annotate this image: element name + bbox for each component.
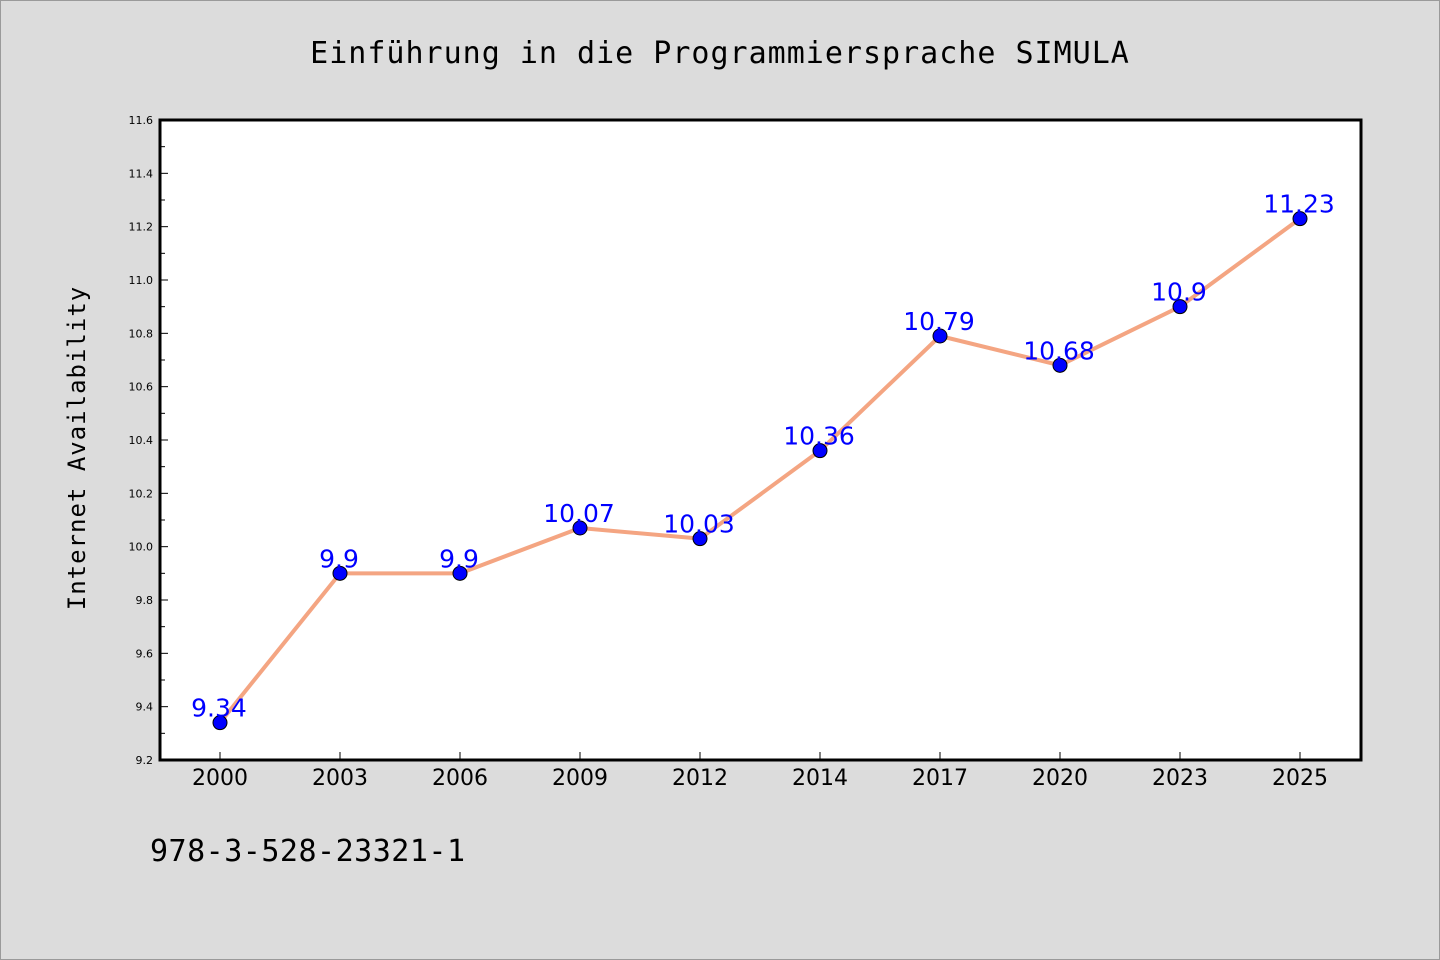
y-axis-label: Internet Availability xyxy=(63,286,91,610)
x-axis: 2000 2003 2006 2009 2012 2014 2017 2020 2023 2025 xyxy=(192,752,1328,791)
data-point xyxy=(1172,299,1188,315)
y-tick-label: 10.2 xyxy=(129,487,154,500)
y-tick-label: 11.2 xyxy=(129,221,154,234)
x-tick-label: 2025 xyxy=(1272,766,1328,791)
x-tick-label: 2023 xyxy=(1152,766,1208,791)
y-tick-label: 9.2 xyxy=(136,754,154,767)
y-tick-label: 9.6 xyxy=(136,647,154,660)
series-line xyxy=(218,217,1302,724)
data-label: 10.07 xyxy=(543,499,615,528)
y-tick-label: 9.8 xyxy=(136,594,154,607)
data-label: 9.9 xyxy=(439,544,479,573)
chart-title: Einführung in die Programmiersprache SIM… xyxy=(310,36,1130,71)
plot-area xyxy=(158,118,1363,762)
y-tick-label: 11.4 xyxy=(129,167,154,180)
data-label: 11.23 xyxy=(1263,190,1335,219)
data-point xyxy=(212,715,228,731)
data-label: 10.03 xyxy=(663,510,735,539)
y-tick-label: 9.4 xyxy=(136,701,154,714)
series-line-group: 9.34 9.9 9.9 10.07 10.03 10.36 10.79 10.68 10.9 1… xyxy=(191,190,1335,731)
data-point xyxy=(1052,357,1068,373)
data-label: 10.36 xyxy=(783,422,855,451)
x-tick-label: 2012 xyxy=(672,766,728,791)
data-point xyxy=(452,565,468,581)
x-tick-label: 2003 xyxy=(312,766,368,791)
y-tick-label: 10.4 xyxy=(129,434,154,447)
x-tick-label: 2009 xyxy=(552,766,608,791)
data-label: 9.9 xyxy=(319,544,359,573)
y-tick-label: 11.6 xyxy=(129,114,154,127)
data-point xyxy=(812,443,828,459)
x-tick-label: 2000 xyxy=(192,766,248,791)
data-label: 9.34 xyxy=(191,694,247,723)
isbn-text: 978-3-528-23321-1 xyxy=(150,834,466,869)
data-point xyxy=(932,328,948,344)
x-tick-label: 2006 xyxy=(432,766,488,791)
x-tick-label: 2017 xyxy=(912,766,968,791)
y-tick-label: 11.0 xyxy=(129,274,154,287)
data-point xyxy=(332,565,348,581)
data-point xyxy=(692,531,708,547)
data-point xyxy=(572,520,588,536)
y-axis: 9.2 9.4 9.6 9.8 10.0 10.2 10.4 10.6 10.8 11.0 11.2… xyxy=(129,114,168,767)
data-label: 10.68 xyxy=(1023,336,1095,365)
y-tick-label: 10.8 xyxy=(129,327,154,340)
data-label: 10.9 xyxy=(1151,278,1207,307)
x-tick-label: 2014 xyxy=(792,766,848,791)
y-tick-label: 10.6 xyxy=(129,381,154,394)
y-tick-label: 10.0 xyxy=(129,541,154,554)
data-point xyxy=(1292,211,1308,227)
x-tick-label: 2020 xyxy=(1032,766,1088,791)
data-label: 10.79 xyxy=(903,307,975,336)
